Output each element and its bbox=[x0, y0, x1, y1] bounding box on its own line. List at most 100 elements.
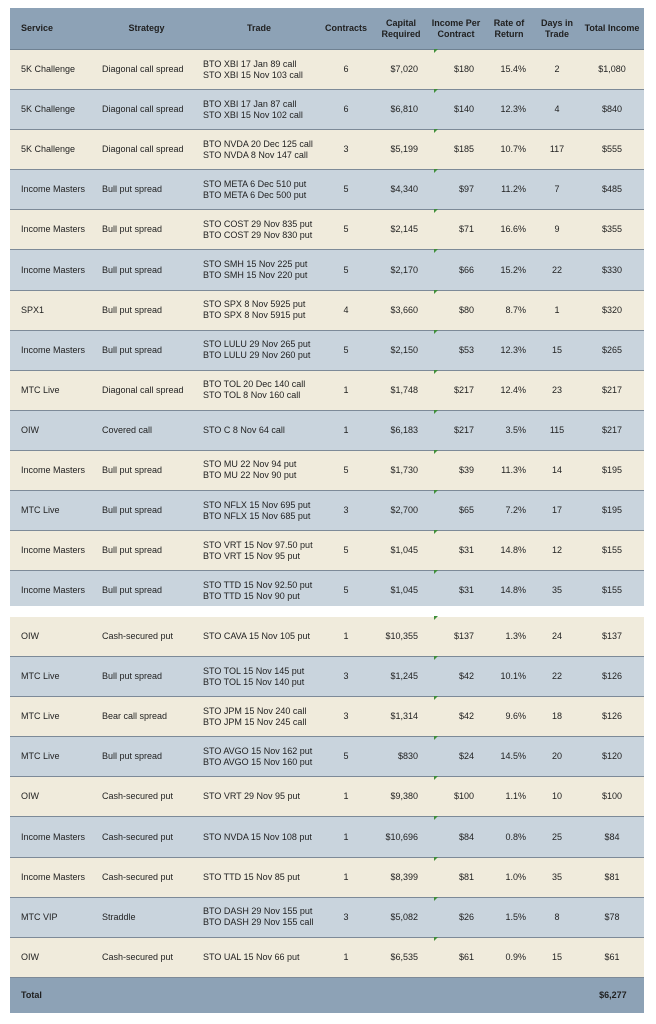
table-row: MTC Live Bull put spread STO TOL 15 Nov 14… bbox=[10, 656, 644, 698]
strategy-cell: Cash-secured put bbox=[102, 951, 174, 962]
capital-cell: $2,150 bbox=[390, 344, 418, 355]
contracts-cell: 5 bbox=[343, 224, 349, 235]
strategy-cell: Bull put spread bbox=[102, 344, 163, 355]
days-cell: 12 bbox=[551, 545, 562, 556]
table-row: Income Masters Bull put spread STO COST 29… bbox=[10, 209, 644, 251]
cell-comment-marker-icon bbox=[434, 936, 438, 941]
cell-comment-marker-icon bbox=[434, 696, 438, 701]
income-per-contract-cell: $180 bbox=[453, 64, 474, 75]
days-cell: 15 bbox=[551, 344, 562, 355]
trade-leg: STO VRT 29 Nov 95 put bbox=[203, 791, 301, 802]
cell-comment-marker-icon bbox=[434, 776, 438, 781]
table-row: MTC Live Bear call spread STO JPM 15 Nov 2… bbox=[10, 696, 644, 738]
income-per-contract-cell: $31 bbox=[458, 545, 474, 556]
table-row: MTC Live Bull put spread STO AVGO 15 Nov 1… bbox=[10, 736, 644, 778]
header-rate-of-return: Rate of Return bbox=[493, 17, 525, 39]
trade-cell: BTO DASH 29 Nov 155 put BTO DASH 29 Nov 1… bbox=[194, 906, 318, 928]
trade-cell: STO CAVA 15 Nov 105 put bbox=[194, 631, 318, 642]
contracts-cell: 5 bbox=[343, 344, 349, 355]
trade-cell: BTO TOL 20 Dec 140 call STO TOL 8 Nov 160… bbox=[194, 379, 318, 401]
income-per-contract-cell: $31 bbox=[458, 585, 474, 596]
income-per-contract-cell: $137 bbox=[453, 631, 474, 642]
table-row: OIW Covered call STO C 8 Nov 64 call 1 $6,18… bbox=[10, 409, 644, 451]
rate-of-return-cell: 1.5% bbox=[505, 911, 526, 922]
cell-comment-marker-icon bbox=[434, 656, 438, 661]
contracts-cell: 3 bbox=[343, 911, 349, 922]
days-cell: 17 bbox=[551, 505, 562, 516]
trade-leg: STO XBI 15 Nov 103 call bbox=[203, 69, 303, 80]
header-days: Days in Trade bbox=[540, 17, 573, 39]
strategy-cell: Diagonal call spread bbox=[102, 144, 184, 155]
trade-leg: STO TOL 15 Nov 145 put bbox=[203, 665, 305, 676]
trade-cell: STO SMH 15 Nov 225 put BTO SMH 15 Nov 220… bbox=[194, 259, 318, 281]
rate-of-return-cell: 11.2% bbox=[501, 184, 526, 195]
rate-of-return-cell: 15.2% bbox=[500, 264, 526, 275]
strategy-cell: Diagonal call spread bbox=[102, 64, 184, 75]
income-per-contract-cell: $42 bbox=[458, 711, 474, 722]
capital-cell: $1,245 bbox=[390, 671, 418, 682]
days-cell: 35 bbox=[551, 585, 562, 596]
total-income-cell: $120 bbox=[601, 751, 623, 762]
days-cell: 24 bbox=[551, 631, 562, 642]
trades-table-top: Service Strategy Trade Contracts Capital… bbox=[10, 8, 644, 612]
rate-of-return-cell: 12.4% bbox=[500, 384, 526, 395]
trade-leg: STO COST 29 Nov 835 put bbox=[203, 218, 313, 229]
days-cell: 18 bbox=[551, 711, 562, 722]
income-per-contract-cell: $42 bbox=[458, 671, 474, 682]
income-per-contract-cell: $185 bbox=[453, 144, 474, 155]
cell-comment-marker-icon bbox=[434, 249, 438, 254]
service-cell: MTC Live bbox=[21, 505, 60, 516]
cell-comment-marker-icon bbox=[434, 856, 438, 861]
rate-of-return-cell: 16.6% bbox=[500, 224, 526, 235]
cell-comment-marker-icon bbox=[434, 89, 438, 94]
service-cell: 5K Challenge bbox=[21, 144, 76, 155]
trade-leg: STO LULU 29 Nov 265 put bbox=[203, 339, 311, 350]
strategy-cell: Bull put spread bbox=[102, 184, 163, 195]
contracts-cell: 4 bbox=[343, 304, 349, 315]
cell-comment-marker-icon bbox=[434, 896, 438, 901]
total-income-cell: $126 bbox=[601, 711, 623, 722]
rate-of-return-cell: 1.1% bbox=[505, 791, 526, 802]
total-income-cell: $265 bbox=[601, 344, 623, 355]
income-per-contract-cell: $84 bbox=[458, 831, 474, 842]
days-cell: 9 bbox=[554, 224, 560, 235]
rate-of-return-cell: 12.3% bbox=[500, 344, 526, 355]
income-per-contract-cell: $24 bbox=[458, 751, 474, 762]
trade-leg: STO AVGO 15 Nov 162 put bbox=[203, 745, 313, 756]
trade-leg: BTO META 6 Dec 500 put bbox=[203, 189, 307, 200]
total-income-cell: $485 bbox=[601, 184, 623, 195]
total-income-cell: $330 bbox=[601, 264, 623, 275]
capital-cell: $2,170 bbox=[390, 264, 418, 275]
income-per-contract-cell: $217 bbox=[453, 384, 474, 395]
income-per-contract-cell: $61 bbox=[458, 951, 474, 962]
income-per-contract-cell: $100 bbox=[453, 791, 474, 802]
service-cell: Income Masters bbox=[21, 184, 86, 195]
trade-cell: STO SPX 8 Nov 5925 put BTO SPX 8 Nov 5915… bbox=[194, 299, 318, 321]
trade-leg: BTO TTD 15 Nov 90 put bbox=[203, 590, 300, 601]
table-row: SPX1 Bull put spread STO SPX 8 Nov 5925 pu… bbox=[10, 289, 644, 331]
service-cell: MTC Live bbox=[21, 711, 60, 722]
service-cell: MTC VIP bbox=[21, 911, 58, 922]
capital-cell: $1,730 bbox=[390, 464, 418, 475]
total-income-cell: $155 bbox=[601, 545, 623, 556]
trade-leg: BTO NFLX 15 Nov 685 put bbox=[203, 510, 311, 521]
rate-of-return-cell: 1.3% bbox=[505, 631, 526, 642]
cell-comment-marker-icon bbox=[434, 369, 438, 374]
capital-cell: $1,314 bbox=[390, 711, 418, 722]
total-label: Total bbox=[21, 989, 42, 1000]
trade-leg: BTO TOL 15 Nov 140 put bbox=[203, 676, 305, 687]
trade-cell: BTO NVDA 20 Dec 125 call STO NVDA 8 Nov 1… bbox=[194, 139, 318, 161]
trade-leg: BTO MU 22 Nov 90 put bbox=[203, 470, 297, 481]
trade-leg: STO UAL 15 Nov 66 put bbox=[203, 951, 300, 962]
service-cell: MTC Live bbox=[21, 751, 60, 762]
service-cell: OIW bbox=[21, 631, 39, 642]
strategy-cell: Cash-secured put bbox=[102, 831, 174, 842]
trade-leg: STO VRT 15 Nov 97.50 put bbox=[203, 539, 313, 550]
cell-comment-marker-icon bbox=[434, 209, 438, 214]
service-cell: Income Masters bbox=[21, 545, 86, 556]
strategy-cell: Covered call bbox=[102, 424, 153, 435]
trade-leg: STO NVDA 15 Nov 108 put bbox=[203, 831, 312, 842]
contracts-cell: 5 bbox=[343, 751, 349, 762]
cell-comment-marker-icon bbox=[434, 169, 438, 174]
header-total-income: Total Income bbox=[584, 23, 640, 33]
